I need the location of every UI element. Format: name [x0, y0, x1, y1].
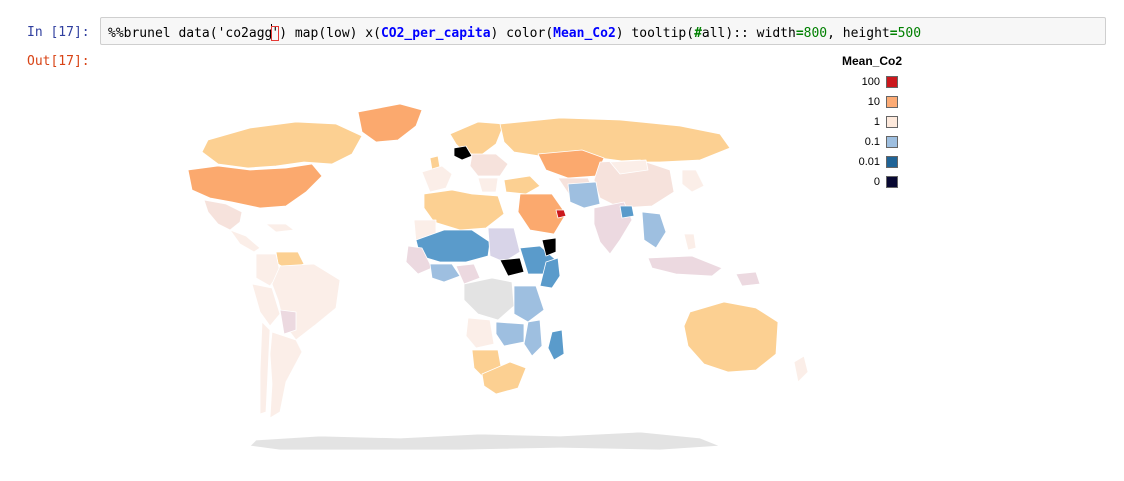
code-token: = — [795, 26, 804, 41]
country-south-sudan[interactable] — [499, 257, 525, 277]
legend-label: 1 — [873, 116, 880, 128]
country-turkey[interactable] — [503, 175, 541, 195]
country-central-america[interactable] — [229, 229, 261, 253]
legend-swatch — [886, 116, 898, 128]
country-nigeria[interactable] — [455, 263, 481, 285]
country-somalia[interactable] — [541, 237, 557, 257]
code-cell[interactable]: %%brunel data('co2agg') map(low) x(CO2_p… — [100, 17, 1106, 45]
country-west-africa[interactable] — [405, 245, 433, 275]
country-zambia[interactable] — [495, 321, 525, 347]
country-north-africa[interactable] — [423, 189, 505, 231]
country-south-africa[interactable] — [481, 361, 527, 395]
country-brazil[interactable] — [271, 263, 341, 341]
country-kenya-tanzania[interactable] — [513, 285, 545, 323]
country-gulf-state[interactable] — [555, 209, 567, 219]
code-token: 500 — [897, 26, 922, 41]
country-madagascar[interactable] — [547, 329, 565, 361]
country-new-zealand[interactable] — [793, 355, 809, 383]
country-mongolia[interactable] — [609, 159, 649, 175]
country-horn-east[interactable] — [539, 257, 561, 289]
code-token: %%brunel data('co2agg — [108, 26, 273, 41]
legend-items: 100 10 1 0.1 0.01 0 — [828, 72, 938, 192]
legend-item: 0.01 — [828, 152, 938, 172]
code-token: ) color( — [490, 26, 554, 41]
legend-swatch — [886, 136, 898, 148]
legend-label: 100 — [861, 76, 880, 88]
country-caribbean[interactable] — [265, 223, 295, 233]
legend-item: 0.1 — [828, 132, 938, 152]
legend-swatch — [886, 176, 898, 188]
country-russia[interactable] — [499, 117, 731, 163]
country-se-asia[interactable] — [641, 211, 667, 249]
country-central-europe[interactable] — [453, 145, 473, 161]
code-token: CO2_per_capita — [380, 26, 491, 41]
country-sudan[interactable] — [487, 227, 521, 263]
legend-swatch — [886, 96, 898, 108]
legend-label: 0.1 — [864, 136, 880, 148]
color-legend: Mean_Co2 100 10 1 0.1 0.01 0 — [828, 54, 938, 192]
input-prompt: In [17]: — [27, 25, 90, 40]
matched-quote: ' — [271, 26, 280, 41]
country-peru[interactable] — [251, 283, 281, 327]
legend-label: 0.01 — [858, 156, 880, 168]
country-mozambique[interactable] — [523, 319, 543, 357]
legend-item: 1 — [828, 112, 938, 132]
country-western-europe[interactable] — [421, 165, 453, 193]
country-middle-east[interactable] — [517, 193, 567, 235]
legend-item: 100 — [828, 72, 938, 92]
country-korea-japan[interactable] — [681, 169, 705, 193]
country-iran-afghan[interactable] — [567, 181, 601, 209]
text-cursor — [271, 24, 273, 40]
country-canada[interactable] — [201, 121, 363, 169]
country-balkans[interactable] — [477, 177, 499, 193]
country-mexico[interactable] — [203, 199, 243, 231]
country-bangladesh[interactable] — [619, 205, 635, 219]
country-chile[interactable] — [259, 321, 271, 415]
legend-label: 0 — [873, 176, 880, 188]
legend-title: Mean_Co2 — [841, 54, 902, 68]
country-angola[interactable] — [465, 317, 495, 349]
legend-item: 0 — [828, 172, 938, 192]
country-australia[interactable] — [683, 301, 779, 373]
legend-swatch — [886, 156, 898, 168]
legend-swatch — [886, 76, 898, 88]
code-token: # — [694, 26, 702, 41]
country-philippines[interactable] — [683, 233, 697, 251]
output-prompt: Out[17]: — [27, 54, 90, 69]
country-greenland[interactable] — [357, 103, 423, 143]
country-png[interactable] — [735, 271, 761, 287]
code-token: = — [889, 26, 898, 41]
code-token: , height — [827, 26, 890, 41]
output-area: Mean_Co2 100 10 1 0.1 0.01 0 — [100, 52, 1106, 472]
code-token: 800 — [803, 26, 828, 41]
country-argentina[interactable] — [269, 331, 303, 419]
country-central-africa[interactable] — [463, 277, 515, 321]
code-token: ) tooltip( — [615, 26, 695, 41]
country-indonesia[interactable] — [647, 255, 723, 277]
country-bolivia[interactable] — [279, 309, 297, 335]
country-antarctica[interactable] — [249, 431, 721, 451]
code-token: all):: width — [701, 26, 796, 41]
world-choropleth-map[interactable] — [100, 52, 820, 472]
code-token: ) map(low) x( — [279, 26, 381, 41]
legend-label: 10 — [867, 96, 880, 108]
code-token: Mean_Co2 — [553, 26, 616, 41]
country-eastern-europe[interactable] — [469, 153, 509, 177]
country-west-africa-blue[interactable] — [429, 263, 461, 283]
country-kazakhstan[interactable] — [537, 149, 605, 179]
legend-item: 10 — [828, 92, 938, 112]
country-usa[interactable] — [187, 163, 323, 209]
